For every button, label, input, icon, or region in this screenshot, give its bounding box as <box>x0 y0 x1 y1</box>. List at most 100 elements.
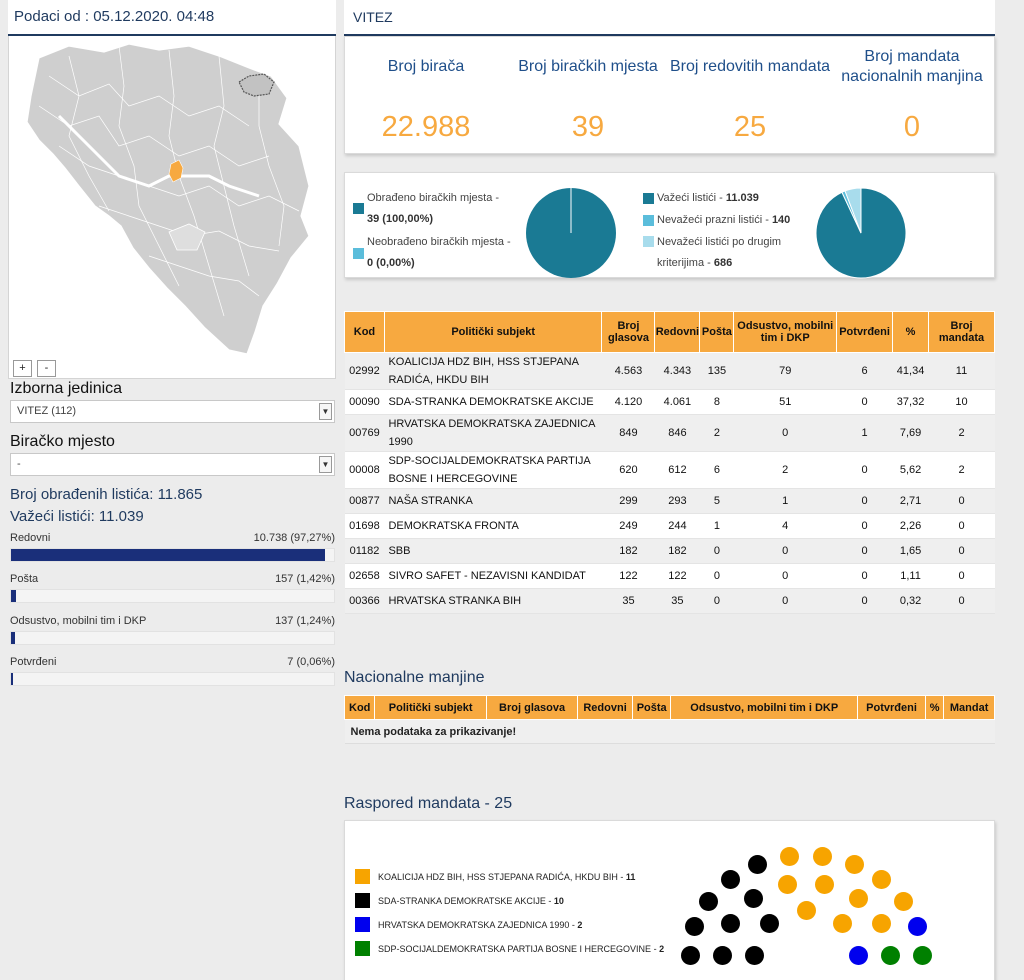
column-header[interactable]: Broj glasova <box>601 311 656 353</box>
seats-title: Raspored mandata - 25 <box>344 795 513 812</box>
table-cell: 11 <box>928 352 995 390</box>
breakdown-value: 157 (1,42%) <box>275 573 335 585</box>
column-header[interactable]: Odsustvo, mobilni tim i DKP <box>733 311 838 353</box>
zoom-out-button[interactable]: - <box>37 360 56 377</box>
legend-blank: Nevažeći prazni listići - 140 <box>657 210 817 231</box>
seats-legend-count: 11 <box>625 872 636 882</box>
table-cell: 6 <box>836 352 893 390</box>
column-header[interactable]: % <box>892 311 930 353</box>
table-row: 01182 SBB 182 182 0 0 0 1,65 0 <box>344 538 995 564</box>
legend-processed: Obrađeno biračkih mjesta - 39 (100,00%) <box>367 188 527 230</box>
seat-marker <box>833 913 853 933</box>
table-cell: 182 <box>654 538 700 564</box>
column-header[interactable]: Kod <box>344 311 385 353</box>
minorities-table: Kod Politički subjekt Broj glasova Redov… <box>343 695 995 744</box>
zoom-in-button[interactable]: + <box>13 360 32 377</box>
seat-marker <box>759 913 779 933</box>
column-header[interactable]: % <box>924 695 945 720</box>
legend-label: Nevažeći prazni listići - <box>657 214 769 226</box>
table-cell: 35 <box>654 588 700 614</box>
table-row: 00366 HRVATSKA STRANKA BIH 35 35 0 0 0 0,32 0 <box>344 588 995 614</box>
column-header[interactable]: Redovni <box>577 695 633 720</box>
table-row: 00090 SDA-STRANKA DEMOKRATSKE AKCIJE 4.120… <box>344 389 995 415</box>
table-cell: 0 <box>733 563 837 589</box>
seats-legend-name: HRVATSKA DEMOKRATSKA ZAJEDNICA 1990 - <box>378 920 578 930</box>
legend-unprocessed: Neobrađeno biračkih mjesta - 0 (0,00%) <box>367 232 527 274</box>
dropdown-arrow-icon[interactable]: ▼ <box>319 456 332 473</box>
legend-swatch <box>355 917 370 932</box>
kpi-title: Broj biračkih mjesta <box>518 58 658 75</box>
table-cell: 2 <box>928 451 995 489</box>
country-map[interactable]: + - <box>8 36 336 379</box>
seat-marker <box>680 945 700 965</box>
table-cell: 0 <box>836 389 893 415</box>
table-cell: 1,65 <box>892 538 929 564</box>
table-cell: 1 <box>733 488 837 514</box>
table-cell: 244 <box>654 513 700 539</box>
progress-track <box>10 631 335 645</box>
pie-slice <box>844 187 862 234</box>
column-header[interactable]: Kod <box>343 695 376 720</box>
results-table: Kod Politički subjekt Broj glasova Redov… <box>344 311 995 614</box>
station-select[interactable]: - ▼ <box>10 453 335 476</box>
progress-track <box>10 548 335 562</box>
kpi-regular-mandates: Broj redovitih mandata 25 <box>669 37 831 144</box>
table-cell: 0 <box>928 513 995 539</box>
column-header[interactable]: Potvrđeni <box>857 695 926 720</box>
table-cell: 1 <box>836 414 893 452</box>
legend-value: 11.039 <box>725 192 759 204</box>
table-cell: 10 <box>928 389 995 415</box>
seat-marker <box>907 917 927 937</box>
seat-marker <box>712 945 732 965</box>
kpi-minority-mandates: Broj mandata nacionalnih manjina 0 <box>831 37 993 144</box>
bih-map[interactable] <box>9 36 335 356</box>
kpi-value: 22.988 <box>381 111 471 143</box>
progress-track <box>10 672 335 686</box>
unit-select-value: VITEZ (112) <box>17 405 77 417</box>
column-header[interactable]: Pošta <box>631 695 672 720</box>
table-cell: 0 <box>733 538 837 564</box>
seat-marker <box>779 846 799 866</box>
breakdown-name: Odsustvo, mobilni tim i DKP <box>10 615 147 627</box>
table-cell: 0 <box>836 538 893 564</box>
column-header[interactable]: Potvrđeni <box>836 311 894 353</box>
kpi-panel: Broj birača 22.988 Broj biračkih mjesta … <box>344 36 995 154</box>
column-header[interactable]: Redovni <box>654 311 701 353</box>
table-row: Nema podataka za prikazivanje! <box>344 719 995 744</box>
column-header[interactable]: Mandat <box>943 695 995 720</box>
unit-title: VITEZ <box>353 9 393 25</box>
column-header[interactable]: Odsustvo, mobilni tim i DKP <box>670 695 859 720</box>
legend-swatch <box>643 236 654 247</box>
column-header[interactable]: Politički subjekt <box>374 695 487 720</box>
ballots-pie <box>815 187 907 279</box>
table-cell: 293 <box>654 488 700 514</box>
column-header[interactable]: Pošta <box>699 311 735 353</box>
column-header[interactable]: Broj glasova <box>485 695 579 720</box>
column-header[interactable]: Politički subjekt <box>383 311 603 353</box>
station-label: Biračko mjesto <box>10 433 115 450</box>
kpi-title: Broj birača <box>387 58 465 75</box>
table-cell: 37,32 <box>892 389 929 415</box>
column-header[interactable]: Broj mandata <box>928 311 995 353</box>
seats-legend-item: SDP-SOCIJALDEMOKRATSKA PARTIJA BOSNE I H… <box>378 944 664 954</box>
table-cell: 41,34 <box>892 352 929 390</box>
table-cell: 0,32 <box>892 588 929 614</box>
table-row: 00877 NAŠA STRANKA 299 293 5 1 0 2,71 0 <box>344 488 995 514</box>
kpi-polling-stations: Broj biračkih mjesta 39 <box>507 37 669 144</box>
date-header: Podaci od : 05.12.2020. 04:48 <box>8 0 336 36</box>
table-row: 02658 SIVRO SAFET - NEZAVISNI KANDIDAT 122… <box>344 563 995 589</box>
breakdown-value: 137 (1,24%) <box>275 615 335 627</box>
pie-panel: Obrađeno biračkih mjesta - 39 (100,00%) … <box>344 172 995 279</box>
breakdown-value: 7 (0,06%) <box>287 656 335 668</box>
seat-marker <box>844 854 864 874</box>
table-cell: 4.120 <box>601 389 655 415</box>
unit-title-bar: VITEZ <box>344 0 995 36</box>
seat-marker <box>744 945 764 965</box>
kpi-title: Broj mandata nacionalnih manjina <box>841 48 983 85</box>
legend-value: 140 <box>771 214 791 226</box>
unit-select[interactable]: VITEZ (112) ▼ <box>10 400 335 423</box>
table-cell: 6 <box>699 451 734 489</box>
breakdown-value: 10.738 (97,27%) <box>253 532 335 544</box>
dropdown-arrow-icon[interactable]: ▼ <box>319 403 332 420</box>
table-header-row: Kod Politički subjekt Broj glasova Redov… <box>343 695 995 720</box>
